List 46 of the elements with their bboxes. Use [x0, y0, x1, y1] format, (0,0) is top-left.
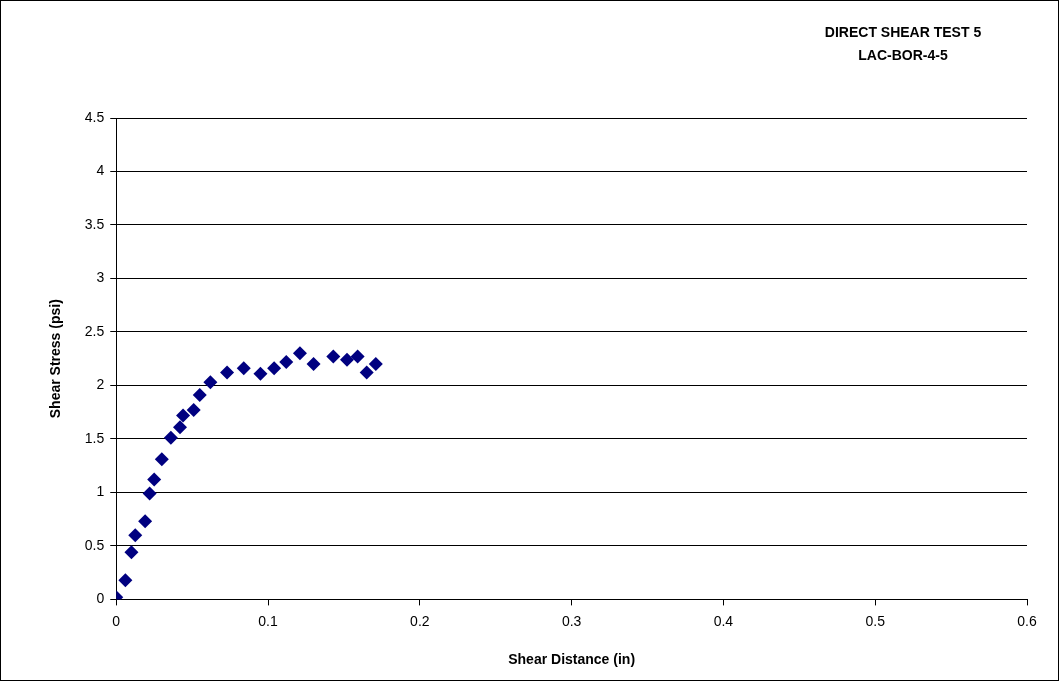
y-tick-label: 4: [96, 162, 105, 179]
point: [163, 430, 178, 445]
point: [154, 452, 169, 467]
point: [350, 349, 365, 364]
point: [173, 420, 188, 435]
point: [292, 346, 307, 361]
y-tick-label: 0: [96, 590, 105, 607]
x-tick-label: 0.6: [1017, 612, 1037, 629]
y-tick-label: 1.5: [84, 429, 105, 446]
x-axis-title: Shear Distance (in): [508, 651, 636, 668]
x-tick-label: 0.5: [865, 612, 886, 629]
point: [306, 357, 321, 372]
point: [128, 528, 143, 543]
y-tick-label: 1: [96, 483, 105, 500]
point: [176, 408, 191, 423]
y-tick-label: 2.5: [84, 322, 105, 339]
point: [186, 403, 201, 418]
point: [267, 361, 282, 376]
point: [253, 366, 268, 381]
point: [147, 472, 162, 487]
y-tick-label: 4.5: [84, 108, 105, 125]
point: [138, 514, 153, 529]
y-tick-label: 3: [96, 269, 105, 286]
x-tick-label: 0.3: [561, 612, 582, 629]
point: [368, 357, 383, 372]
y-tick-label: 2: [96, 376, 105, 393]
point: [203, 375, 218, 390]
y-axis-title: Shear Stress (psi): [47, 299, 64, 419]
point: [326, 349, 341, 364]
point: [124, 545, 139, 560]
y-tick-label: 3.5: [84, 215, 105, 232]
point: [359, 365, 374, 380]
y-tick-label: 0.5: [84, 536, 105, 553]
point: [142, 486, 157, 501]
point: [192, 388, 207, 403]
x-tick-label: 0.4: [713, 612, 734, 629]
x-tick-label: 0.1: [258, 612, 278, 629]
point: [236, 361, 251, 376]
point: [339, 352, 354, 367]
point: [279, 354, 294, 369]
chart-title: DIRECT SHEAR TEST 5: [824, 23, 982, 40]
point: [118, 573, 133, 588]
chart-subtitle: LAC-BOR-4-5: [858, 46, 948, 63]
point: [220, 365, 235, 380]
x-tick-label: 0.2: [410, 612, 430, 629]
x-tick-label: 0: [112, 612, 121, 629]
